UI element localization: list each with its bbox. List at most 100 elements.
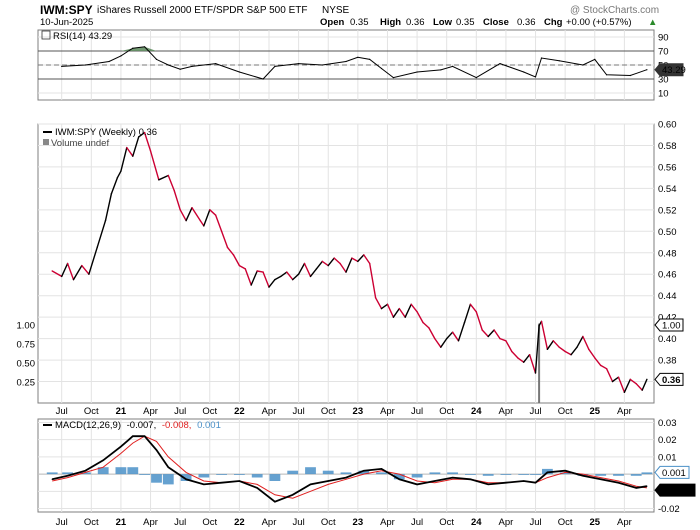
rsi-point xyxy=(369,58,371,61)
price-x-tick-label: 22 xyxy=(234,406,245,417)
price-segment xyxy=(120,146,128,172)
rsi-point xyxy=(499,63,501,65)
macd-hist-tag-text: 0.001 xyxy=(662,468,686,479)
price-segment xyxy=(158,174,170,181)
up-arrow-icon: ▲ xyxy=(648,17,657,28)
macd-x-tick-label: Jul xyxy=(411,517,423,528)
macd-point xyxy=(203,483,205,486)
price-segment xyxy=(104,192,113,222)
rsi-point xyxy=(534,76,537,78)
macd-histogram-bar xyxy=(251,474,263,478)
macd-x-tick-label: Apr xyxy=(143,517,158,528)
macd-histogram-bar xyxy=(530,474,541,475)
price-segment xyxy=(558,346,566,353)
macd-value-tag-text: -0.007 xyxy=(662,486,689,497)
volume-y-tick-label: 0.75 xyxy=(17,340,36,351)
macd-histogram-bar xyxy=(97,467,109,475)
macd-histogram-bar xyxy=(376,472,387,475)
volume-y-tick-label: 0.25 xyxy=(17,378,36,389)
macd-x-tick-label: Oct xyxy=(321,517,336,528)
price-segment xyxy=(250,270,258,286)
price-segment xyxy=(588,348,596,359)
macd-value-tag: -0.007 xyxy=(654,483,696,497)
price-segment xyxy=(380,303,389,310)
macd-line xyxy=(52,435,648,503)
macd-y-tick-label: -0.02 xyxy=(658,504,680,515)
price-segment xyxy=(552,340,560,348)
rsi-point xyxy=(357,56,359,58)
open-value: 0.35 xyxy=(350,17,369,28)
rsi-point xyxy=(274,65,276,67)
price-segment xyxy=(51,270,63,278)
macd-point xyxy=(51,478,53,480)
price-segment xyxy=(81,264,90,275)
price-y-tick-label: 0.44 xyxy=(658,291,677,302)
rsi-point xyxy=(392,77,394,79)
price-segment xyxy=(191,206,202,222)
low-value: 0.35 xyxy=(456,17,475,28)
price-segment xyxy=(511,350,519,359)
price-segment xyxy=(487,329,495,338)
price-panel xyxy=(37,123,655,404)
macd-point xyxy=(102,459,104,461)
macd-histogram-bar xyxy=(518,474,530,475)
price-segment xyxy=(179,209,187,222)
price-segment xyxy=(392,307,400,318)
open-label: Open xyxy=(320,17,344,28)
price-x-tick-label: Oct xyxy=(558,406,573,417)
price-x-tick-label: Oct xyxy=(202,406,217,417)
macd-histogram-bar xyxy=(447,472,458,475)
price-value-tag-box xyxy=(654,372,684,386)
volume-legend-icon xyxy=(43,139,49,145)
price-segment xyxy=(605,368,614,383)
macd-y-tick-label: 0.01 xyxy=(658,452,677,463)
price-segment xyxy=(469,303,477,313)
price-segment xyxy=(517,357,525,363)
macd-point xyxy=(617,482,620,484)
price-segment xyxy=(167,174,175,192)
macd-x-tick-label: 23 xyxy=(353,517,364,528)
price-segment xyxy=(286,271,294,281)
volume-y-tick-label: 1.00 xyxy=(17,321,36,332)
price-segment xyxy=(600,364,608,370)
chg-value: +0.00 (+0.57%) xyxy=(566,17,632,28)
price-segment xyxy=(309,268,318,278)
macd-histogram-bar xyxy=(287,470,299,475)
low-label: Low xyxy=(433,17,453,28)
price-y-tick-label: 0.42 xyxy=(658,313,677,324)
macd-point xyxy=(185,478,187,480)
rsi-point xyxy=(540,57,543,59)
rsi-point xyxy=(345,60,347,63)
rsi-point xyxy=(475,77,477,79)
rsi-point xyxy=(215,63,217,65)
price-segment xyxy=(185,206,193,222)
macd-point xyxy=(564,470,566,472)
price-segment xyxy=(214,214,223,233)
price-segment xyxy=(629,378,637,385)
price-segment xyxy=(327,257,335,267)
macd-histogram-bar xyxy=(429,472,441,475)
symbol-title: IWM:SPY xyxy=(40,3,93,17)
macd-point xyxy=(345,476,347,479)
price-x-tick-label: Apr xyxy=(143,406,158,417)
macd-y-tick-label: 0.02 xyxy=(658,435,677,446)
price-segment xyxy=(345,257,353,273)
rsi-point xyxy=(452,65,454,67)
price-segment xyxy=(280,271,288,278)
price-segment xyxy=(481,329,489,338)
macd-point xyxy=(292,494,294,496)
rsi-point xyxy=(594,58,596,61)
price-segment xyxy=(116,170,122,179)
volume-legend-text: Volume undef xyxy=(51,138,109,149)
price-segment xyxy=(363,254,371,265)
macd-x-tick-label: Jul xyxy=(56,517,68,528)
price-segment xyxy=(475,311,483,331)
macd-histogram-bar xyxy=(269,474,281,481)
macd-hist-tag: 0.001 xyxy=(654,465,690,479)
rsi-point xyxy=(191,65,193,67)
rsi-point xyxy=(558,60,560,62)
price-segment xyxy=(357,254,365,263)
close-label: Close xyxy=(483,17,509,28)
price-segment xyxy=(199,219,205,227)
rsi-overbought-fill xyxy=(61,46,647,51)
